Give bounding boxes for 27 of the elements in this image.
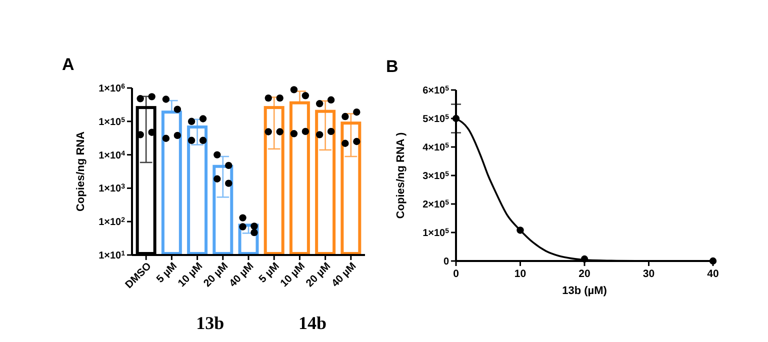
y-tick-label: 1×10$^{3}$: [98, 183, 126, 195]
text: 13b: [196, 313, 224, 333]
x-tick-label: 10: [514, 268, 526, 280]
x-tick-label: 30: [642, 268, 655, 280]
y-tick-label: 1×10$^{2}$: [98, 216, 126, 228]
point: [516, 226, 524, 234]
y-tick-label: 6×10$^{5}$: [422, 85, 450, 96]
x-tick-label: 5 µM: [256, 260, 282, 286]
y-axis-title: Copies/ng RNA: [75, 131, 87, 212]
y-tick-label: 1×10$^{4}$: [98, 150, 126, 162]
x-tick-label: 40: [707, 268, 719, 280]
chart-title: A: [62, 55, 74, 74]
text: 14b: [298, 313, 327, 333]
x-axis-title: 13b (µM): [562, 285, 608, 297]
y-tick-label: 1×10$^{6}$: [98, 83, 126, 94]
chart-title: B: [386, 57, 398, 76]
y-tick-label: 1×10$^{5}$: [98, 116, 126, 128]
y-tick-label: 4×10$^{5}$: [422, 142, 450, 154]
y-tick-label: 3×10$^{5}$: [422, 170, 450, 182]
y-axis-title: Copies/ng RNA ): [395, 132, 407, 219]
x-tick-label: 5 µM: [154, 260, 180, 286]
y-tick-label: 2×10$^{5}$: [422, 199, 450, 210]
y-tick-label: 1×10$^{5}$: [422, 228, 450, 239]
x-tick-label: 20: [578, 268, 590, 280]
y-tick-label: 1×10$^{1}$: [98, 250, 126, 262]
y-tick-label: 5×10$^{5}$: [422, 114, 450, 125]
x-tick-label: 0: [453, 268, 460, 280]
